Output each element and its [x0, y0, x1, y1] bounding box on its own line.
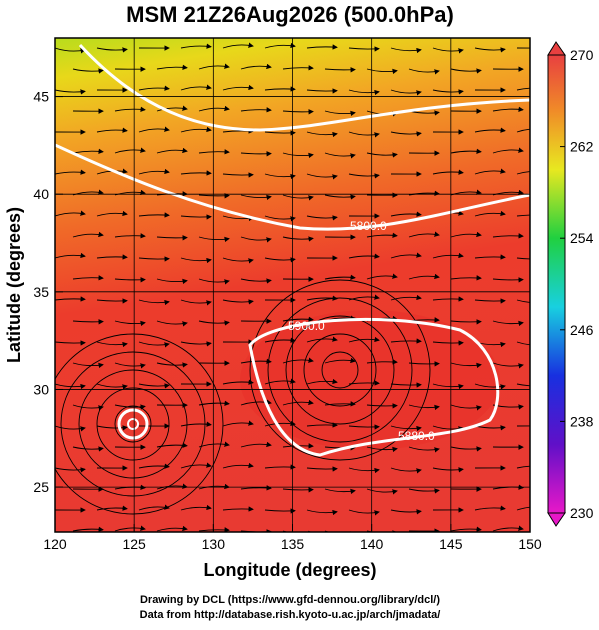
y-tick-label: 45: [33, 89, 49, 105]
y-axis-label: Latitude (degrees): [4, 207, 24, 363]
colorbar-tick-label: 270: [570, 47, 594, 63]
title: MSM 21Z26Aug2026 (500.0hPa): [126, 2, 454, 27]
colorbar-tick-label: 230: [570, 505, 594, 521]
colorbar-tick-label: 254: [570, 230, 594, 246]
streamline: [535, 528, 565, 531]
footer-line: Drawing by DCL (https://www.gfd-dennou.o…: [140, 594, 440, 606]
y-tick-label: 35: [33, 284, 49, 300]
x-tick-label: 145: [439, 536, 463, 552]
x-tick-label: 150: [518, 536, 542, 552]
y-tick-label: 40: [33, 186, 49, 202]
colorbar-tick-label: 246: [570, 322, 594, 338]
colorbar: [548, 55, 565, 513]
colorbar-extend-bottom: [548, 513, 565, 526]
x-axis-label: Longitude (degrees): [203, 560, 376, 580]
x-tick-label: 140: [360, 536, 384, 552]
x-tick-label: 130: [202, 536, 226, 552]
x-tick-label: 135: [281, 536, 305, 552]
colorbar-tick-label: 262: [570, 139, 594, 155]
colorbar-extend-top: [548, 42, 565, 55]
y-tick-label: 25: [33, 479, 49, 495]
contour-label: 5900.0: [288, 319, 325, 333]
footer-line: Data from http://database.rish.kyoto-u.a…: [140, 609, 441, 621]
x-tick-label: 120: [43, 536, 67, 552]
colorbar-tick-label: 238: [570, 413, 594, 429]
plot-area: 5800.0 5900.0 5880.0: [43, 38, 565, 534]
contour-label: 5800.0: [350, 219, 387, 233]
y-tick-label: 30: [33, 381, 49, 397]
contour-label: 5880.0: [398, 429, 435, 443]
x-tick-label: 125: [122, 536, 146, 552]
